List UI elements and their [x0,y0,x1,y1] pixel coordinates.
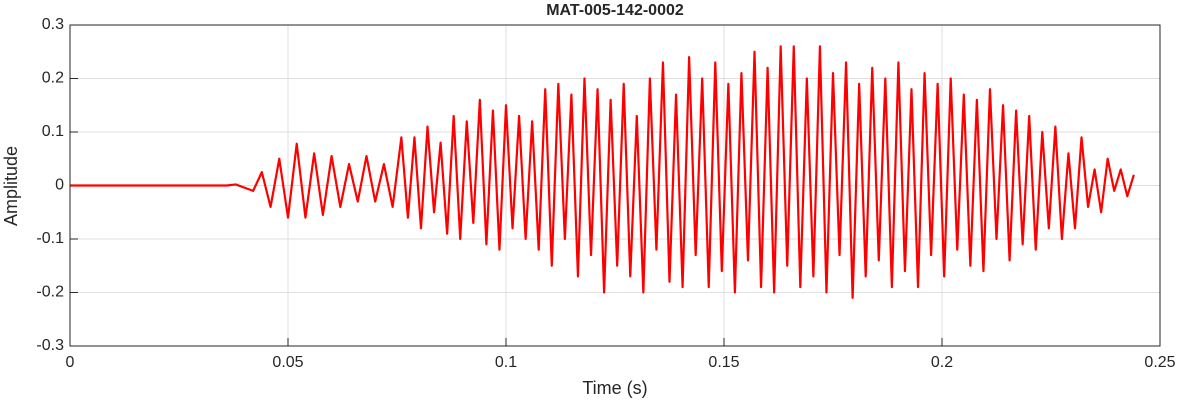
x-tick-label: 0.1 [495,354,517,371]
y-tick-label: 0.1 [42,123,64,140]
chart-title: MAT-005-142-0002 [546,2,684,19]
signal-line [70,45,1135,299]
x-tick-label: 0 [66,354,75,371]
x-tick-label: 0.25 [1144,354,1175,371]
y-tick-label: 0.2 [42,70,64,87]
x-tick-label: 0.05 [272,354,303,371]
y-tick-label: 0.3 [42,16,64,33]
x-tick-label: 0.2 [931,354,953,371]
y-tick-label: -0.3 [36,337,64,354]
x-axis-label: Time (s) [582,378,647,398]
axes-box [69,24,1161,347]
y-tick-label: -0.1 [36,230,64,247]
y-tick-label: -0.2 [36,284,64,301]
y-tick-label: 0 [55,177,64,194]
x-tick-label: 0.15 [708,354,739,371]
y-axis-label: Amplitude [1,146,21,226]
